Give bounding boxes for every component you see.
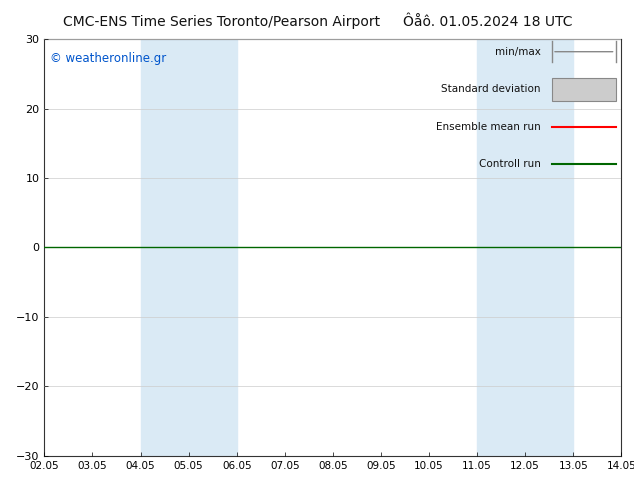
Bar (141, 39, 236, 456)
Text: Ôåô. 01.05.2024 18 UTC: Ôåô. 01.05.2024 18 UTC (403, 15, 573, 29)
Text: © weatheronline.gr: © weatheronline.gr (50, 51, 166, 65)
Text: Standard deviation: Standard deviation (441, 84, 541, 94)
FancyBboxPatch shape (552, 78, 616, 100)
Text: Ensemble mean run: Ensemble mean run (436, 122, 541, 132)
Text: Controll run: Controll run (479, 159, 541, 169)
Bar (477, 39, 573, 456)
Text: min/max: min/max (495, 47, 541, 57)
Text: CMC-ENS Time Series Toronto/Pearson Airport: CMC-ENS Time Series Toronto/Pearson Airp… (63, 15, 380, 29)
